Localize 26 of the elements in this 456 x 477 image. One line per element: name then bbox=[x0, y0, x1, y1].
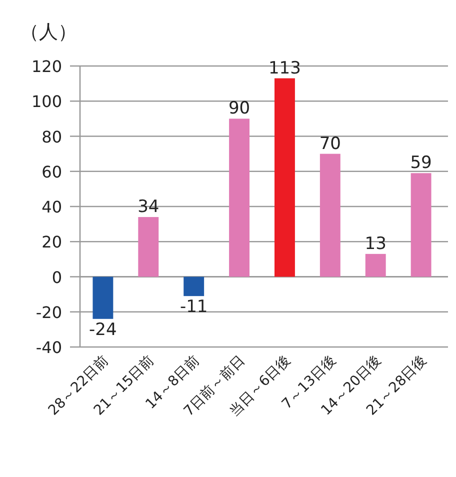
y-axis-title: （人） bbox=[20, 21, 77, 43]
bar bbox=[138, 217, 159, 277]
y-tick-label: 60 bbox=[42, 162, 62, 182]
data-label: 90 bbox=[228, 98, 250, 119]
data-label: -24 bbox=[89, 320, 117, 340]
bar bbox=[92, 276, 114, 319]
bar bbox=[410, 173, 432, 277]
bar bbox=[274, 78, 295, 277]
y-tick-label: -40 bbox=[36, 338, 62, 357]
bar bbox=[184, 276, 204, 296]
bar bbox=[229, 118, 250, 277]
data-label: 113 bbox=[268, 58, 301, 78]
y-tick-label: 40 bbox=[42, 198, 62, 216]
bar bbox=[320, 154, 340, 277]
data-label: 59 bbox=[410, 153, 432, 174]
data-label: -11 bbox=[180, 297, 208, 318]
y-tick-label: 80 bbox=[42, 127, 62, 146]
y-tick-label: 120 bbox=[31, 57, 62, 76]
y-tick-label: -20 bbox=[36, 302, 62, 322]
data-label: 34 bbox=[138, 197, 160, 218]
y-tick-label: 20 bbox=[42, 232, 62, 252]
data-label: 13 bbox=[364, 234, 386, 254]
y-tick-label: 100 bbox=[31, 92, 62, 112]
y-tick-label: 0 bbox=[52, 268, 62, 287]
bar bbox=[365, 254, 386, 277]
data-label: 70 bbox=[319, 134, 341, 154]
